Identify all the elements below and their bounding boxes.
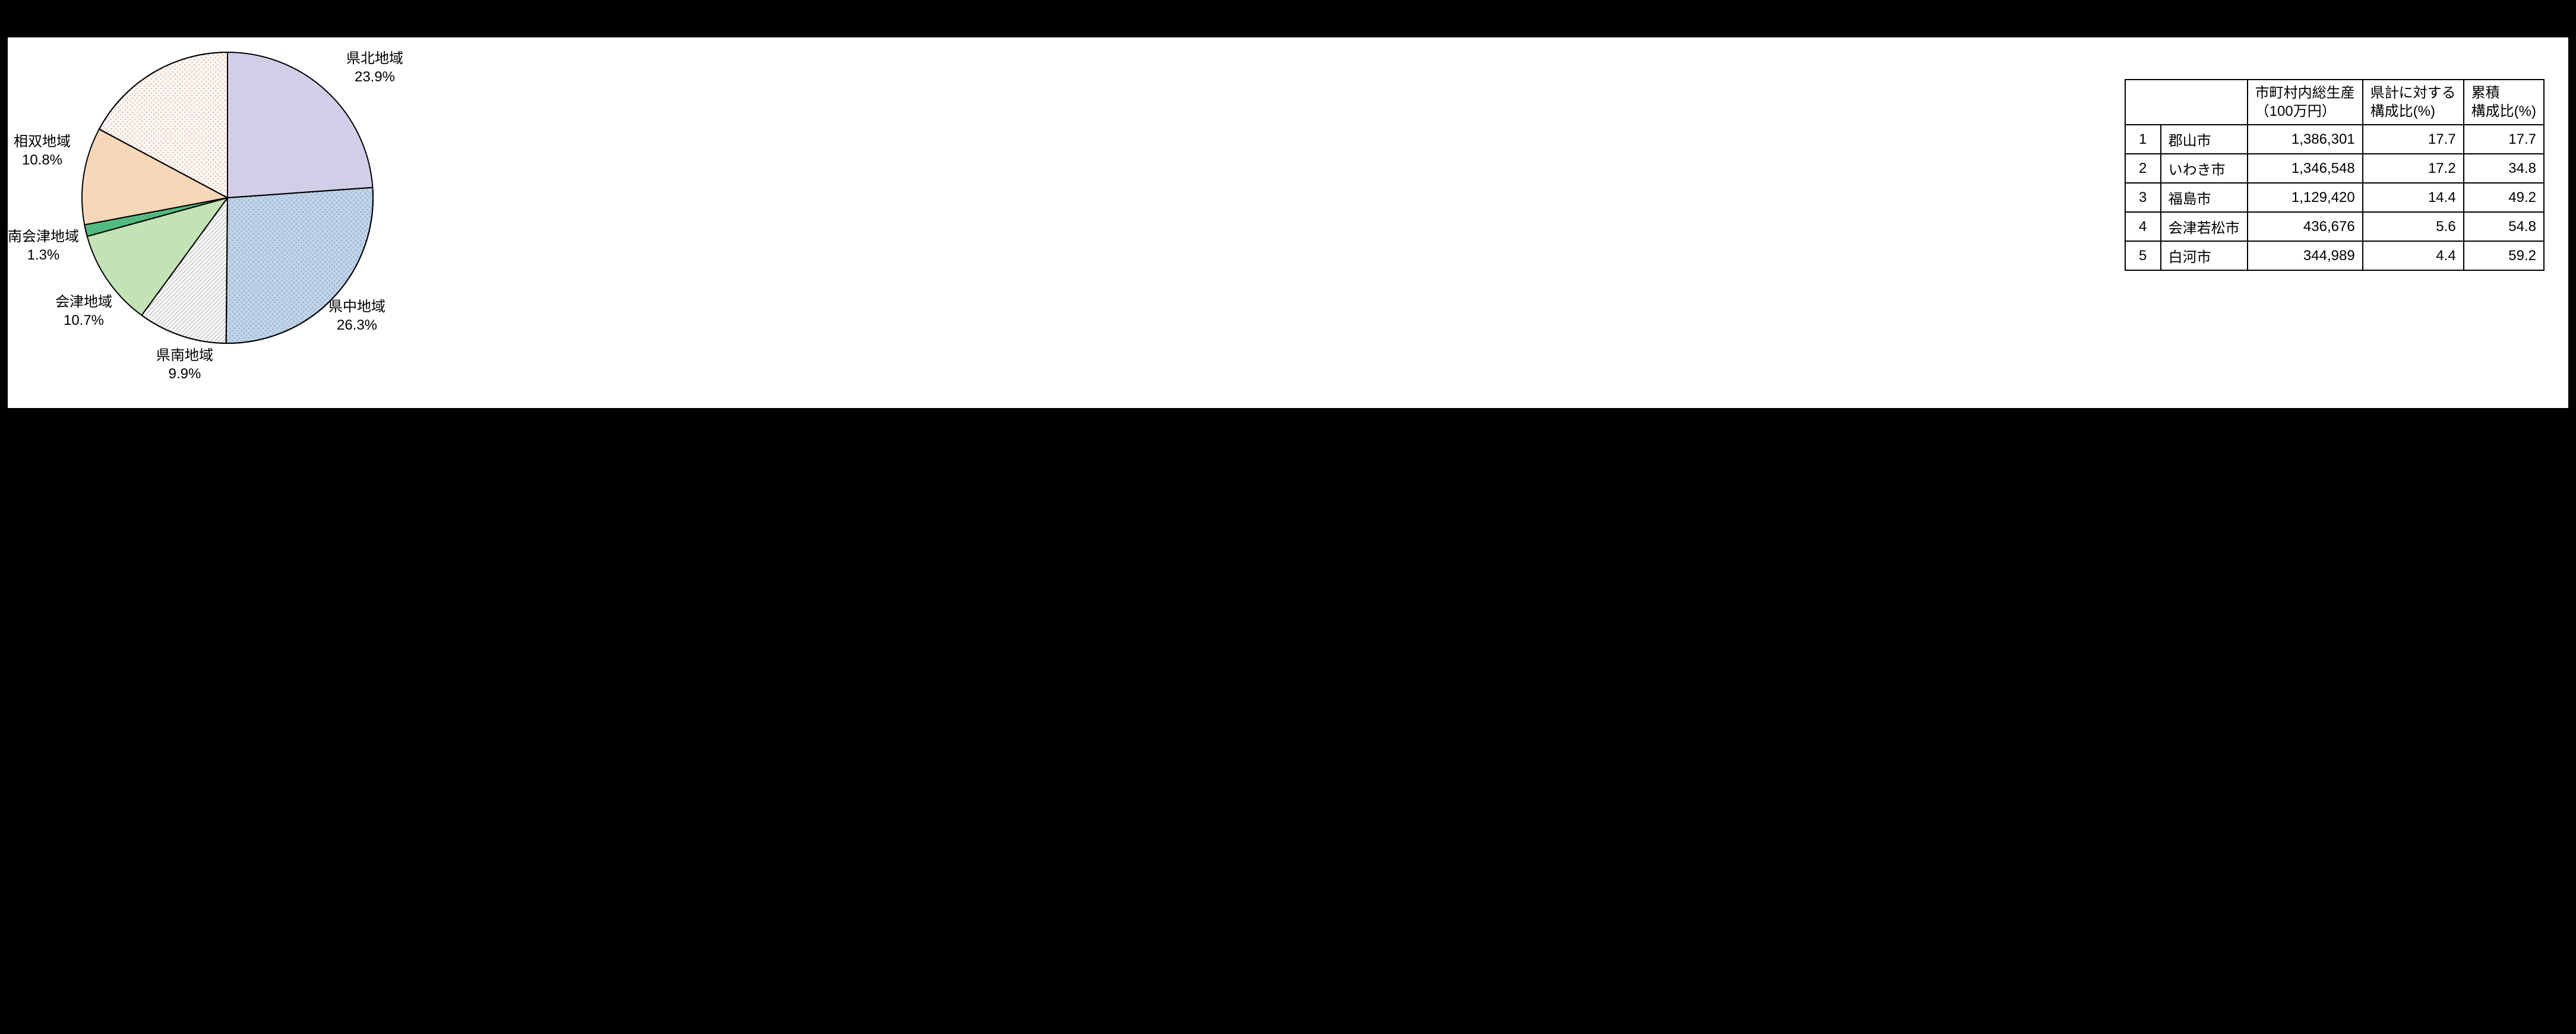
pie-slice-label-pct: 26.3% <box>328 316 385 334</box>
table-row: 3福島市1,129,42014.449.2 <box>2125 183 2544 212</box>
pie-slice-label-pct: 17.2% <box>115 14 186 33</box>
table-row: 4会津若松市436,6765.654.8 <box>2125 212 2544 241</box>
pie-slice-label: 県南地域 9.9% <box>156 346 213 383</box>
table-row: 5白河市344,9894.459.2 <box>2125 241 2544 270</box>
pie-slice-label: いわき地域17.2% <box>115 0 186 33</box>
cell-name: 福島市 <box>2161 183 2248 212</box>
pie-slice-label-name: 県南地域 <box>156 347 213 363</box>
pie-slice-label: 県北地域23.9% <box>346 49 403 86</box>
cell-product: 1,346,548 <box>2248 154 2363 183</box>
pie-slice-label-pct: 10.7% <box>55 311 112 330</box>
pie-slice-label-pct: 23.9% <box>346 68 403 86</box>
cell-product: 1,386,301 <box>2248 125 2363 154</box>
ranking-table: 市町村内総生産（100万円） 県計に対する構成比(%) 累積構成比(%) 1郡山… <box>2125 79 2545 271</box>
pie-slice-label-name: 相双地域 <box>14 134 71 150</box>
cell-name: 白河市 <box>2161 241 2248 270</box>
pie-slice-label-pct: 9.9% <box>156 365 213 383</box>
cell-name: 会津若松市 <box>2161 212 2248 241</box>
chart-panel: 県北地域23.9% 県中地域26.3% 県南地域 9.9% 会津地域10.7% 南会津地域… <box>6 36 2570 410</box>
table-row: 1郡山市1,386,30117.717.7 <box>2125 125 2544 154</box>
cell-rank: 1 <box>2125 125 2161 154</box>
pie-slice-label-pct: 10.8% <box>14 151 71 169</box>
cell-product: 436,676 <box>2248 212 2363 241</box>
cell-rank: 3 <box>2125 183 2161 212</box>
ranking-table-wrap: 市町村内総生産（100万円） 県計に対する構成比(%) 累積構成比(%) 1郡山… <box>2125 79 2545 271</box>
pie-slice-label: 会津地域10.7% <box>55 293 112 330</box>
cell-cum: 54.8 <box>2464 212 2544 241</box>
pie-slice-label-name: 県中地域 <box>328 299 385 315</box>
header-blank <box>2125 80 2248 125</box>
pie-slice-label: 県中地域26.3% <box>328 298 385 334</box>
pie-slice-label-name: 会津地域 <box>55 294 112 310</box>
pie-slice-label: 相双地域10.8% <box>14 132 71 169</box>
header-col-cum: 累積構成比(%) <box>2464 80 2544 125</box>
cell-rank: 2 <box>2125 154 2161 183</box>
cell-share: 17.7 <box>2363 125 2464 154</box>
table-header-row: 市町村内総生産（100万円） 県計に対する構成比(%) 累積構成比(%) <box>2125 80 2544 125</box>
table-row: 2いわき市1,346,54817.234.8 <box>2125 154 2544 183</box>
header-col-product: 市町村内総生産（100万円） <box>2248 80 2363 125</box>
cell-share: 17.2 <box>2363 154 2464 183</box>
pie-slice-label-pct: 1.3% <box>8 246 79 264</box>
cell-cum: 59.2 <box>2464 241 2544 270</box>
cell-share: 5.6 <box>2363 212 2464 241</box>
pie-slice-label: 南会津地域1.3% <box>8 227 79 264</box>
pie-chart: 県北地域23.9%県中地域26.3%県南地域9.9%会津地域10.7%南会津地域… <box>43 14 412 394</box>
pie-slice-label-name: 県北地域 <box>346 50 403 67</box>
cell-rank: 4 <box>2125 212 2161 241</box>
cell-cum: 49.2 <box>2464 183 2544 212</box>
cell-name: 郡山市 <box>2161 125 2248 154</box>
cell-cum: 34.8 <box>2464 154 2544 183</box>
cell-rank: 5 <box>2125 241 2161 270</box>
pie-slice-label-name: いわき地域 <box>115 0 186 13</box>
cell-cum: 17.7 <box>2464 125 2544 154</box>
cell-share: 14.4 <box>2363 183 2464 212</box>
cell-share: 4.4 <box>2363 241 2464 270</box>
cell-name: いわき市 <box>2161 154 2248 183</box>
pie-slice-label-name: 南会津地域 <box>8 229 79 245</box>
cell-product: 1,129,420 <box>2248 183 2363 212</box>
cell-product: 344,989 <box>2248 241 2363 270</box>
header-col-share: 県計に対する構成比(%) <box>2363 80 2464 125</box>
